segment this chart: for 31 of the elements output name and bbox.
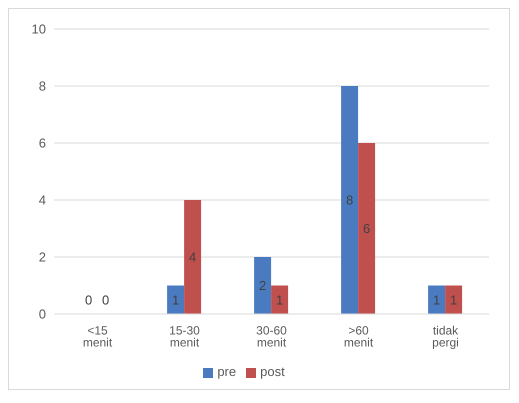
bar <box>358 143 376 314</box>
y-tick-label: 6 <box>38 136 46 151</box>
data-label: 1 <box>450 292 458 308</box>
bar <box>254 257 272 314</box>
legend-label: pre <box>217 364 236 379</box>
bar <box>271 286 288 314</box>
x-tick-label: >60 menit <box>344 324 374 350</box>
x-tick-label: 15-30 menit <box>169 324 200 350</box>
data-label: 6 <box>362 221 370 236</box>
x-tick-label: tidak pergi <box>432 324 460 350</box>
bar <box>445 286 462 314</box>
x-tick-label: <15 menit <box>82 324 113 350</box>
data-label: 2 <box>258 278 266 294</box>
data-label: 1 <box>276 292 284 308</box>
bar <box>167 286 184 314</box>
y-tick-label: 2 <box>38 250 46 265</box>
x-tick-label: 30-60 menit <box>256 324 288 350</box>
legend-label: post <box>260 364 285 379</box>
data-label: 8 <box>346 192 354 208</box>
data-label: 0 <box>84 292 92 308</box>
y-tick-label: 0 <box>38 306 46 322</box>
data-label: 4 <box>188 250 196 265</box>
data-label: 1 <box>172 292 180 308</box>
bar <box>341 86 358 314</box>
bar <box>184 200 202 314</box>
y-tick-label: 10 <box>32 22 46 37</box>
data-label: 0 <box>102 292 110 308</box>
y-tick-label: 4 <box>38 192 46 208</box>
bar <box>428 286 446 314</box>
y-tick-label: 8 <box>38 78 46 94</box>
data-label: 1 <box>432 292 440 308</box>
